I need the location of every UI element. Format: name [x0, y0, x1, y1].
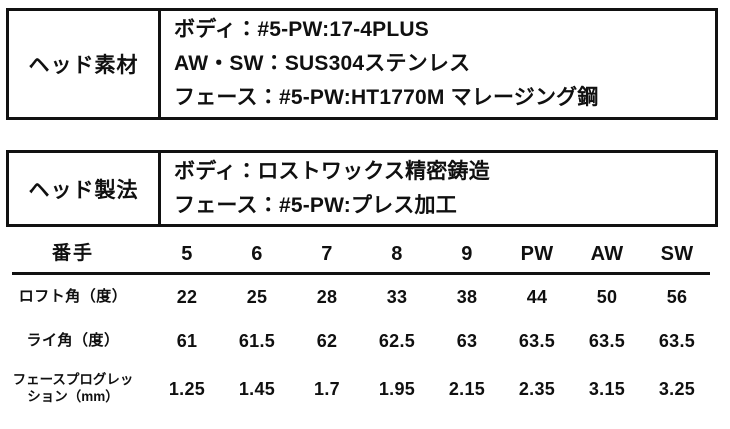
spec-row-label-face-progression: フェースプログレッ ション（mm）: [0, 372, 152, 406]
head-material-label: ヘッド素材: [9, 11, 161, 117]
spec-header-club-6: 6: [251, 242, 263, 265]
head-material-line-body: ボディ：#5-PW:17-4PLUS: [174, 18, 429, 41]
spec-row-lie-angle: ライ角（度） 61 61.5 62 62.5 63 63.5 63.5 63.5: [0, 319, 730, 363]
head-construction-line-body: ボディ：ロストワックス精密鋳造: [174, 159, 490, 183]
spec-row-loft-angle: ロフト角（度） 22 25 28 33 38 44 50 56: [0, 275, 730, 319]
head-construction-values: ボディ：ロストワックス精密鋳造 フェース：#5-PW:プレス加工: [161, 153, 715, 224]
spec-row-label-loft-angle: ロフト角（度）: [18, 287, 128, 305]
fp-value-aw: 3.15: [588, 378, 626, 399]
spec-header-club-9: 9: [461, 242, 473, 265]
spec-header-divider: [12, 272, 710, 275]
fp-value-7: 1.7: [314, 378, 340, 399]
spec-header-row: 番手 5 6 7 8 9 PW AW SW: [0, 236, 730, 272]
spec-header-label: 番手: [51, 243, 94, 265]
head-material-line-face: フェース：#5-PW:HT1770M マレージング鋼: [174, 86, 599, 109]
head-construction-label: ヘッド製法: [9, 153, 161, 224]
loft-value-5: 22: [176, 286, 198, 307]
spec-header-club-sw: SW: [660, 242, 694, 265]
loft-value-7: 28: [316, 286, 338, 307]
spec-header-club-aw: AW: [590, 242, 624, 265]
head-construction-table: ヘッド製法 ボディ：ロストワックス精密鋳造 フェース：#5-PW:プレス加工: [6, 150, 718, 227]
spec-header-club-5: 5: [181, 242, 193, 265]
fp-value-6: 1.45: [238, 378, 276, 399]
head-material-table: ヘッド素材 ボディ：#5-PW:17-4PLUS AW・SW：SUS304ステン…: [6, 8, 718, 120]
spec-header-club-8: 8: [391, 242, 403, 265]
fp-value-sw: 3.25: [658, 378, 696, 399]
loft-value-sw: 56: [666, 286, 688, 307]
specification-table: 番手 5 6 7 8 9 PW AW SW ロフト角（度） 22 25 28 3…: [0, 236, 730, 415]
spec-header-club-pw: PW: [520, 242, 554, 265]
loft-value-8: 33: [386, 286, 408, 307]
fp-value-5: 1.25: [168, 378, 206, 399]
head-material-line-awsw: AW・SW：SUS304ステンレス: [174, 52, 471, 75]
fp-value-pw: 2.35: [518, 378, 556, 399]
fp-value-8: 1.95: [378, 378, 416, 399]
face-progression-label-line2: ション（mm）: [27, 389, 119, 404]
loft-value-aw: 50: [596, 286, 618, 307]
lie-value-6: 61.5: [238, 330, 276, 351]
lie-value-5: 61: [176, 330, 198, 351]
lie-value-9: 63: [456, 330, 478, 351]
head-construction-line-face: フェース：#5-PW:プレス加工: [174, 193, 457, 217]
loft-value-pw: 44: [526, 286, 548, 307]
loft-value-9: 38: [456, 286, 478, 307]
fp-value-9: 2.15: [448, 378, 486, 399]
spec-row-label-lie-angle: ライ角（度）: [26, 331, 120, 349]
lie-value-sw: 63.5: [658, 330, 696, 351]
lie-value-7: 62: [316, 330, 338, 351]
lie-value-pw: 63.5: [518, 330, 556, 351]
spec-row-face-progression: フェースプログレッ ション（mm） 1.25 1.45 1.7 1.95 2.1…: [0, 363, 730, 415]
lie-value-aw: 63.5: [588, 330, 626, 351]
spec-header-club-7: 7: [321, 242, 333, 265]
lie-value-8: 62.5: [378, 330, 416, 351]
face-progression-label-line1: フェースプログレッ: [12, 372, 134, 388]
head-material-values: ボディ：#5-PW:17-4PLUS AW・SW：SUS304ステンレス フェー…: [161, 11, 715, 117]
loft-value-6: 25: [246, 286, 268, 307]
